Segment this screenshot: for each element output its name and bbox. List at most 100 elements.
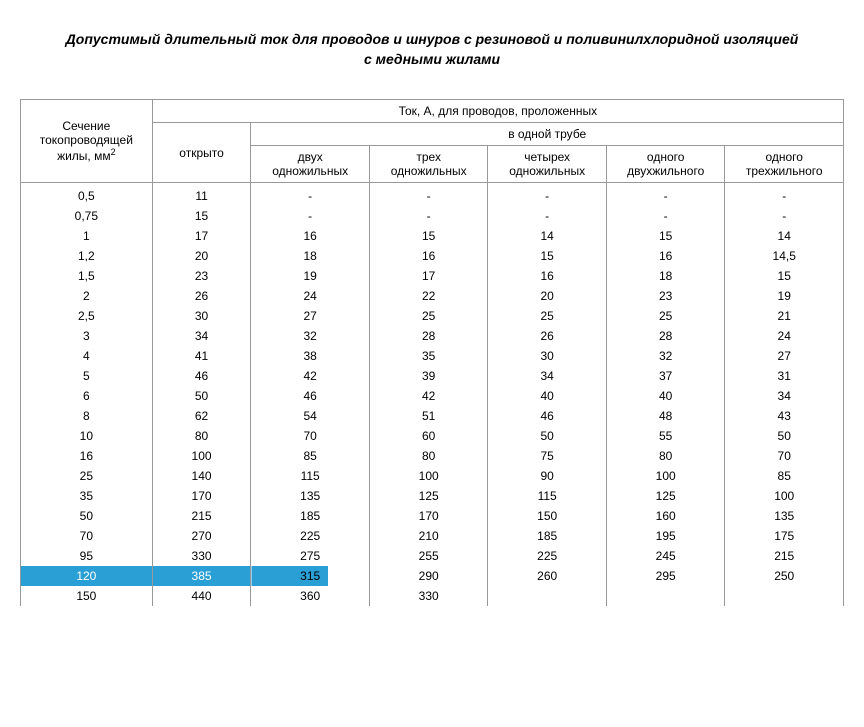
table-cell: 38 (251, 346, 370, 366)
table-cell: 275 (251, 546, 370, 566)
table-cell: 315 (251, 566, 370, 586)
table-row: 50215185170150160135 (21, 506, 844, 526)
table-cell: 15 (369, 226, 488, 246)
table-cell: 3 (21, 326, 153, 346)
table-cell: 30 (488, 346, 607, 366)
table-row: 10807060505550 (21, 426, 844, 446)
table-cell: - (251, 206, 370, 226)
header-open: открыто (152, 123, 251, 183)
table-cell: 15 (488, 246, 607, 266)
table-row: 120385315290260295250 (21, 566, 844, 586)
table-cell: 30 (152, 306, 251, 326)
table-cell: 1,5 (21, 266, 153, 286)
table-cell (488, 586, 607, 606)
table-cell: 25 (606, 306, 725, 326)
table-cell (606, 586, 725, 606)
table-row: 95330275255225245215 (21, 546, 844, 566)
table-cell: 115 (251, 466, 370, 486)
table-cell: 95 (21, 546, 153, 566)
table-row: 2262422202319 (21, 286, 844, 306)
table-cell: 31 (725, 366, 844, 386)
table-cell: 290 (369, 566, 488, 586)
table-cell: 26 (152, 286, 251, 306)
table-cell: 1 (21, 226, 153, 246)
table-cell: 11 (152, 183, 251, 207)
table-cell: 14 (488, 226, 607, 246)
table-cell: 51 (369, 406, 488, 426)
table-cell: 80 (369, 446, 488, 466)
table-cell: - (488, 206, 607, 226)
table-cell: 16 (606, 246, 725, 266)
table-cell: 16 (369, 246, 488, 266)
table-cell: 48 (606, 406, 725, 426)
header-sub3: четыреходножильных (488, 146, 607, 183)
table-row: 150440360330 (21, 586, 844, 606)
table-cell: - (488, 183, 607, 207)
table-row: 161008580758070 (21, 446, 844, 466)
table-cell: 41 (152, 346, 251, 366)
table-cell: 50 (152, 386, 251, 406)
table-cell: 46 (152, 366, 251, 386)
table-row: 3343228262824 (21, 326, 844, 346)
table-cell: 135 (251, 486, 370, 506)
table-cell: 100 (606, 466, 725, 486)
table-cell: - (369, 183, 488, 207)
table-cell: 140 (152, 466, 251, 486)
table-cell: 195 (606, 526, 725, 546)
table-cell: 17 (369, 266, 488, 286)
table-cell: 245 (606, 546, 725, 566)
table-row: 6504642404034 (21, 386, 844, 406)
table-cell: 160 (606, 506, 725, 526)
table-cell: 34 (488, 366, 607, 386)
table-cell: 15 (606, 226, 725, 246)
header-sub4: одногодвухжильного (606, 146, 725, 183)
table-cell: 250 (725, 566, 844, 586)
table-cell: - (606, 183, 725, 207)
table-cell: 16 (251, 226, 370, 246)
table-cell: 60 (369, 426, 488, 446)
table-row: 1,2201816151614,5 (21, 246, 844, 266)
header-section: Сечение токопроводящей жилы, мм2 (21, 100, 153, 183)
table-cell: 215 (725, 546, 844, 566)
table-cell: 34 (152, 326, 251, 346)
table-cell: 32 (606, 346, 725, 366)
table-cell: 80 (152, 426, 251, 446)
table-cell: 54 (251, 406, 370, 426)
table-cell: 24 (725, 326, 844, 346)
table-cell: 125 (369, 486, 488, 506)
table-cell: 2,5 (21, 306, 153, 326)
table-cell: 255 (369, 546, 488, 566)
table-cell: 37 (606, 366, 725, 386)
table-row: 5464239343731 (21, 366, 844, 386)
table-cell: 40 (606, 386, 725, 406)
table-cell: 6 (21, 386, 153, 406)
table-row: 1171615141514 (21, 226, 844, 246)
current-table: Сечение токопроводящей жилы, мм2 Ток, А,… (20, 99, 844, 606)
table-cell: 260 (488, 566, 607, 586)
table-cell: 35 (21, 486, 153, 506)
table-cell: 70 (725, 446, 844, 466)
table-cell: - (251, 183, 370, 207)
table-cell: 4 (21, 346, 153, 366)
header-sub5: одноготрехжильного (725, 146, 844, 183)
table-cell: 70 (251, 426, 370, 446)
table-cell: 17 (152, 226, 251, 246)
table-cell: 40 (488, 386, 607, 406)
table-cell: 32 (251, 326, 370, 346)
table-cell: 225 (251, 526, 370, 546)
table-cell: 215 (152, 506, 251, 526)
table-row: 0,7515----- (21, 206, 844, 226)
table-cell: 185 (251, 506, 370, 526)
table-cell: 330 (369, 586, 488, 606)
table-cell: 46 (488, 406, 607, 426)
table-cell: 85 (725, 466, 844, 486)
table-cell: 25 (488, 306, 607, 326)
table-cell: 170 (152, 486, 251, 506)
table-cell: 55 (606, 426, 725, 446)
table-cell: 19 (725, 286, 844, 306)
table-cell: 5 (21, 366, 153, 386)
header-sub1: двуходножильных (251, 146, 370, 183)
table-row: 1,5231917161815 (21, 266, 844, 286)
table-cell: 90 (488, 466, 607, 486)
table-cell: 42 (369, 386, 488, 406)
